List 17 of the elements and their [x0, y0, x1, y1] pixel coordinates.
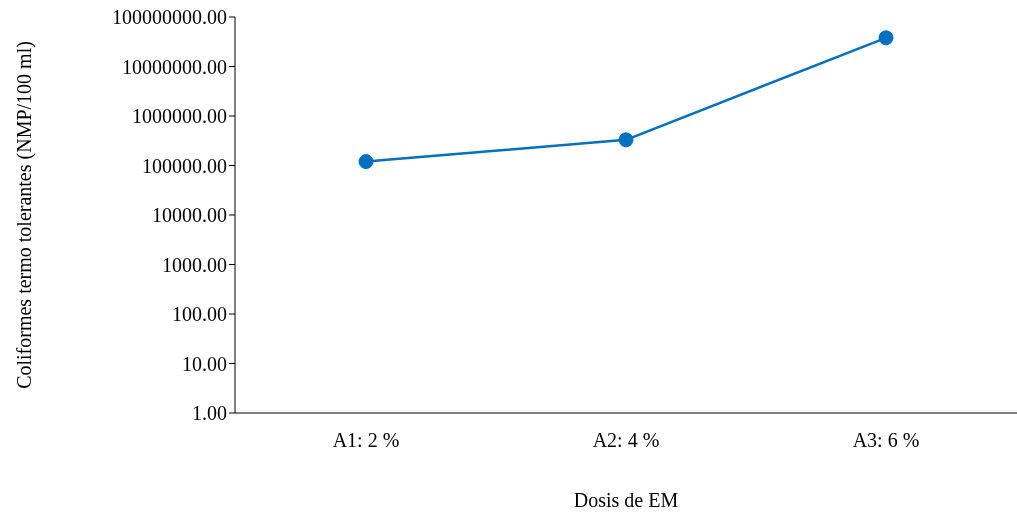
y-tick-label: 1000000.00	[132, 105, 227, 128]
y-axis-title: Coliformes termo tolerantes (NMP/100 ml)	[13, 41, 37, 389]
x-tick-label: A3: 6 %	[852, 429, 920, 452]
y-tick-label: 10000.00	[152, 204, 227, 227]
x-axis-title: Dosis de EM	[573, 489, 679, 511]
point	[358, 154, 374, 170]
y-tick-label: 10.00	[182, 352, 227, 375]
x-tick-label: A2: 4 %	[592, 429, 660, 452]
point	[618, 132, 634, 148]
y-tick-label: 100000000.00	[112, 6, 227, 29]
point	[878, 30, 894, 46]
y-tick-label: 1.00	[192, 402, 227, 425]
x-tick-label: A1: 2 %	[332, 429, 400, 452]
y-tick-label: 100.00	[172, 303, 227, 326]
y-tick-label: 10000000.00	[122, 55, 227, 78]
y-tick-label: 1000.00	[162, 253, 227, 276]
y-tick-label: 100000.00	[142, 154, 227, 177]
